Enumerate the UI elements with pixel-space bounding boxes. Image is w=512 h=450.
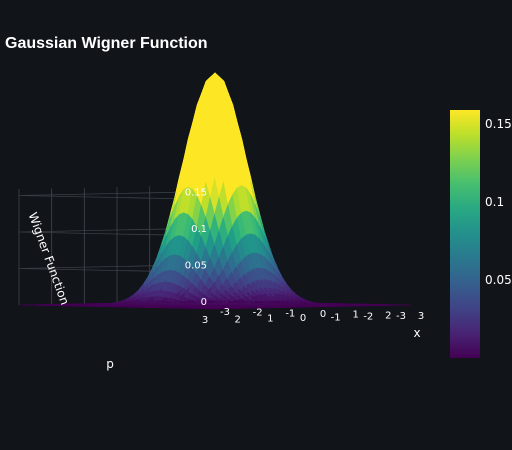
z-axis-label: Wigner Function bbox=[26, 211, 72, 307]
z-tick-label: 0.15 bbox=[185, 188, 207, 199]
z-tick-label: 0.05 bbox=[185, 261, 207, 272]
z-tick-label: 0 bbox=[201, 297, 207, 308]
z-tick-label: 0.1 bbox=[191, 224, 207, 235]
x-tick-label: 2 bbox=[385, 310, 391, 321]
x-axis-label: x bbox=[413, 326, 420, 340]
p-tick-label: -3 bbox=[396, 311, 406, 322]
colorbar-tick-label: 0.1 bbox=[485, 195, 504, 209]
colorbar-tick-label: 0.05 bbox=[485, 273, 512, 287]
p-tick-label: 0 bbox=[300, 313, 306, 324]
p-axis-label: p bbox=[106, 357, 114, 371]
x-tick-label: -2 bbox=[253, 308, 263, 319]
grid-line bbox=[18, 191, 216, 200]
p-tick-label: 1 bbox=[267, 314, 273, 325]
colorbar[interactable] bbox=[450, 110, 480, 358]
colorbar-scale bbox=[450, 110, 480, 358]
p-tick-label: 2 bbox=[234, 314, 240, 325]
p-tick-label: -2 bbox=[363, 312, 373, 323]
x-tick-label: -3 bbox=[220, 307, 230, 318]
grid-line bbox=[18, 264, 216, 273]
x-tick-label: 1 bbox=[352, 310, 358, 321]
surface bbox=[18, 72, 412, 310]
p-tick-label: 3 bbox=[202, 315, 208, 326]
x-tick-label: -1 bbox=[285, 308, 295, 319]
x-tick-label: 0 bbox=[320, 309, 326, 320]
colorbar-tick-label: 0.15 bbox=[485, 117, 512, 131]
grid-line bbox=[18, 227, 216, 237]
p-tick-label: -1 bbox=[331, 312, 341, 323]
x-tick-label: 3 bbox=[418, 311, 424, 322]
chart-title: Gaussian Wigner Function bbox=[5, 35, 208, 52]
